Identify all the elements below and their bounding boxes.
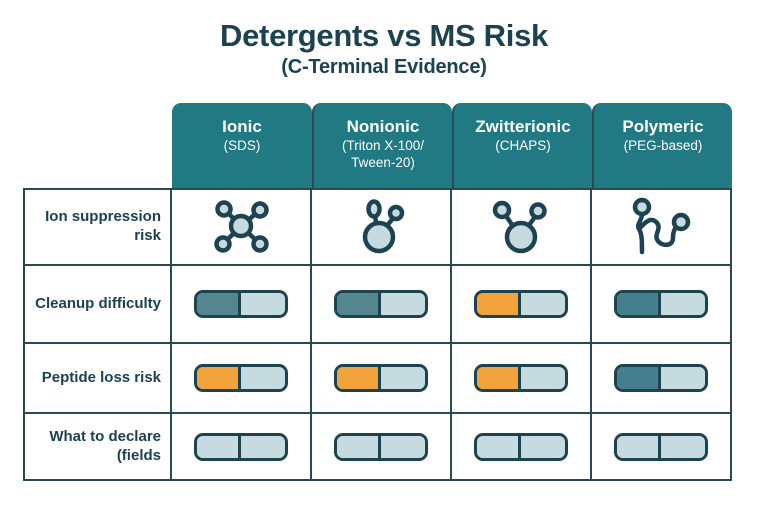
bar-filled-segment <box>337 293 381 315</box>
row-label-ion-suppression-risk: Ion suppression risk <box>23 188 172 266</box>
bar-filled-segment <box>197 293 241 315</box>
bar-empty-segment <box>661 435 705 458</box>
bar-empty-segment <box>241 293 285 315</box>
nonionic-molecule-icon <box>362 199 405 254</box>
cell-peptide-loss-ionic <box>172 344 312 414</box>
column-sublabel: (SDS) <box>223 138 261 154</box>
page-subtitle: (C-Terminal Evidence) <box>281 56 487 78</box>
polymeric-chain-icon <box>632 197 691 255</box>
bar-filled-segment <box>477 293 521 315</box>
bar-filled-segment <box>617 435 661 458</box>
bar-filled-segment <box>337 435 381 458</box>
severity-bar <box>474 432 568 461</box>
row-label-peptide-loss-risk: Peptide loss risk <box>23 344 172 414</box>
column-label: Zwitterionic <box>475 117 571 136</box>
cell-ion-suppression-zwitterionic <box>452 188 592 266</box>
cell-cleanup-zwitterionic <box>452 266 592 344</box>
bar-filled-segment <box>477 435 521 458</box>
column-label: Polymeric <box>622 117 704 136</box>
column-sublabel: (PEG-based) <box>623 138 703 154</box>
bar-empty-segment <box>661 367 705 389</box>
bar-filled-segment <box>617 367 661 389</box>
cell-ion-suppression-polymeric <box>592 188 732 266</box>
column-label: Ionic <box>222 117 262 136</box>
cell-peptide-loss-nonionic <box>312 344 452 414</box>
bar-empty-segment <box>241 367 285 389</box>
page-title: Detergents vs MS Risk <box>220 18 548 53</box>
corner-spacer <box>23 103 172 188</box>
zwitterionic-molecule-icon <box>492 200 547 254</box>
bar-filled-segment <box>197 367 241 389</box>
bar-filled-segment <box>337 367 381 389</box>
column-header-ionic: Ionic (SDS) <box>172 103 312 188</box>
column-label: Nonionic <box>346 117 420 136</box>
cell-declare-zwitterionic <box>452 414 592 481</box>
cell-declare-polymeric <box>592 414 732 481</box>
bar-empty-segment <box>381 293 425 315</box>
title-block: Detergents vs MS Risk (C-Terminal Eviden… <box>0 18 768 79</box>
bar-empty-segment <box>521 367 565 389</box>
cell-peptide-loss-zwitterionic <box>452 344 592 414</box>
bar-filled-segment <box>197 435 241 458</box>
row-label-what-to-declare: What to declare (fields <box>23 414 172 481</box>
bar-empty-segment <box>381 367 425 389</box>
cell-declare-nonionic <box>312 414 452 481</box>
cell-cleanup-nonionic <box>312 266 452 344</box>
severity-bar <box>334 290 428 318</box>
column-sublabel: (CHAPS) <box>495 138 551 154</box>
bar-empty-segment <box>661 293 705 315</box>
severity-bar <box>474 290 568 318</box>
bar-empty-segment <box>381 435 425 458</box>
cell-declare-ionic <box>172 414 312 481</box>
column-header-polymeric: Polymeric (PEG-based) <box>592 103 732 188</box>
bar-filled-segment <box>477 367 521 389</box>
severity-bar <box>474 364 568 392</box>
ionic-molecule-icon <box>214 200 269 253</box>
bar-empty-segment <box>521 293 565 315</box>
row-label-cleanup-difficulty: Cleanup difficulty <box>23 266 172 344</box>
comparison-table: Ionic (SDS) Nonionic (Triton X-100/ Twee… <box>23 103 732 481</box>
cell-cleanup-polymeric <box>592 266 732 344</box>
cell-peptide-loss-polymeric <box>592 344 732 414</box>
severity-bar <box>334 364 428 392</box>
column-sublabel: (Triton X-100/ Tween-20) <box>341 138 425 171</box>
cell-ion-suppression-ionic <box>172 188 312 266</box>
bar-empty-segment <box>521 435 565 458</box>
severity-bar <box>614 432 708 461</box>
severity-bar <box>614 290 708 318</box>
severity-bar <box>194 290 288 318</box>
cell-cleanup-ionic <box>172 266 312 344</box>
column-header-nonionic: Nonionic (Triton X-100/ Tween-20) <box>312 103 452 188</box>
severity-bar <box>334 432 428 461</box>
severity-bar <box>194 364 288 392</box>
severity-bar <box>614 364 708 392</box>
column-header-zwitterionic: Zwitterionic (CHAPS) <box>452 103 592 188</box>
bar-filled-segment <box>617 293 661 315</box>
cell-ion-suppression-nonionic <box>312 188 452 266</box>
severity-bar <box>194 432 288 461</box>
bar-empty-segment <box>241 435 285 458</box>
